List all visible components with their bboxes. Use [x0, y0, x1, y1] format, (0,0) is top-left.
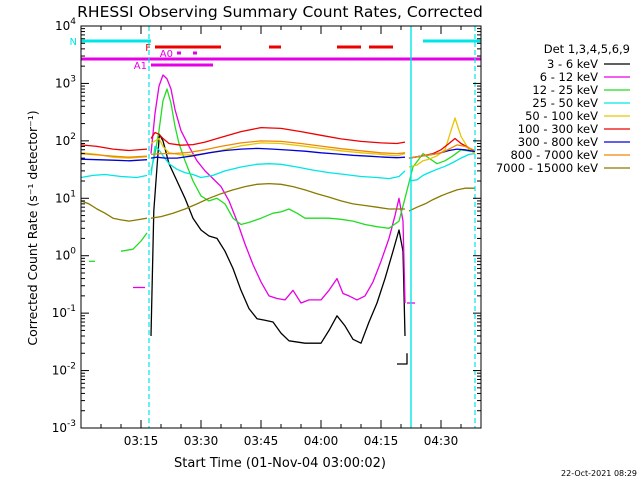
series-line-800-7000-kev-seg-2: [408, 144, 476, 159]
legend-entry-label: 25 - 50 keV: [532, 96, 598, 110]
series-line-800-7000-kev-seg-0: [80, 152, 148, 158]
series-12-25-kev: [89, 88, 474, 262]
y-tick-label: 102: [55, 132, 76, 148]
y-tick-label: 104: [55, 17, 76, 33]
series-line-7000-15000-kev-seg-2: [408, 187, 475, 212]
series-line-25-50-kev-seg-1: [150, 145, 406, 180]
series-line-25-50-kev-seg-2: [408, 152, 476, 182]
x-tick-label: 03:30: [184, 434, 219, 448]
axes: 03:15 03:30 03:45 04:00 04:15 04:30 10-3 10-2 10…: [52, 17, 482, 448]
legend-entry-label: 800 - 7000 keV: [510, 148, 598, 162]
legend-entry-label: 12 - 25 keV: [532, 83, 598, 97]
series-line-12-25-kev-seg-2: [150, 88, 474, 229]
flag-label: N: [70, 37, 77, 48]
series-3-6-kev: [150, 133, 408, 365]
flag-bar-f: F: [145, 43, 393, 54]
legend-entry-label: 300 - 800 keV: [518, 135, 598, 149]
series-line-300-800-kev-seg-0: [80, 158, 148, 162]
plot-frame: [80, 25, 482, 429]
series-line-7000-15000-kev-seg-1: [150, 182, 405, 219]
time-markers: [148, 26, 476, 428]
series-line-3-6-kev-seg-0: [150, 133, 406, 344]
y-tick-label: 103: [55, 74, 76, 90]
y-tick-label: 101: [55, 189, 76, 205]
flag-bar-n: N: [70, 37, 481, 48]
series-layer: [80, 74, 476, 365]
y-tick-label: 10-2: [52, 362, 76, 378]
series-line-100-300-kev-seg-0: [80, 144, 148, 152]
series-line-800-7000-kev-seg-1: [150, 140, 406, 156]
legend-entry-label: 6 - 12 keV: [540, 70, 598, 84]
series-line-12-25-kev-seg-1: [120, 232, 148, 252]
x-tick-label: 04:30: [424, 434, 459, 448]
series-line-100-300-kev-seg-1: [150, 126, 406, 146]
series-line-50-100-kev-seg-2: [408, 117, 476, 168]
legend-entry-label: 7000 - 15000 keV: [496, 161, 598, 175]
legend-title: Det 1,3,4,5,6,9: [544, 42, 630, 56]
y-tick-label: 10-3: [52, 419, 76, 435]
legend-entry-label: 3 - 6 keV: [547, 57, 598, 71]
x-tick-label: 03:15: [124, 434, 159, 448]
series-6-12-kev: [133, 74, 415, 304]
chart-title: RHESSI Observing Summary Count Rates, Co…: [77, 3, 483, 21]
legend-entry-label: 50 - 100 keV: [525, 109, 598, 123]
flag-bar-a1: A1: [134, 61, 213, 72]
y-tick-label: 100: [55, 247, 76, 263]
series-line-25-50-kev-seg-0: [80, 173, 148, 179]
series-7000-15000-kev: [80, 182, 475, 222]
x-tick-label: 03:45: [244, 434, 279, 448]
series-25-50-kev: [80, 145, 476, 182]
x-tick-label: 04:15: [364, 434, 399, 448]
series-line-6-12-kev-seg-1: [150, 74, 406, 304]
flag-label: A1: [134, 61, 147, 72]
series-line-100-300-kev-seg-2: [408, 137, 476, 159]
flag-label: F: [145, 43, 151, 54]
series-800-7000-kev: [80, 140, 476, 159]
plot-content: N F A0 A1: [70, 26, 481, 428]
flag-label: A0: [160, 49, 173, 60]
footer-timestamp: 22-Oct-2021 08:29: [561, 469, 637, 478]
x-tick-label: 04:00: [304, 434, 339, 448]
series-line-7000-15000-kev-seg-0: [80, 200, 148, 222]
y-tick-label: 10-1: [52, 304, 76, 320]
series-line-300-800-kev-seg-1: [150, 147, 406, 159]
legend-entry-label: 100 - 300 keV: [518, 122, 598, 136]
series-line-3-6-kev-seg-1: [397, 353, 408, 365]
flag-bars: N F A0 A1: [70, 37, 481, 72]
series-line-50-100-kev-seg-1: [150, 137, 406, 157]
flag-bar-a0: A0: [160, 49, 197, 60]
y-axis-label: Corrected Count Rate (s⁻¹ detector⁻¹): [25, 110, 40, 345]
x-axis-label: Start Time (01-Nov-04 03:00:02): [174, 456, 386, 471]
